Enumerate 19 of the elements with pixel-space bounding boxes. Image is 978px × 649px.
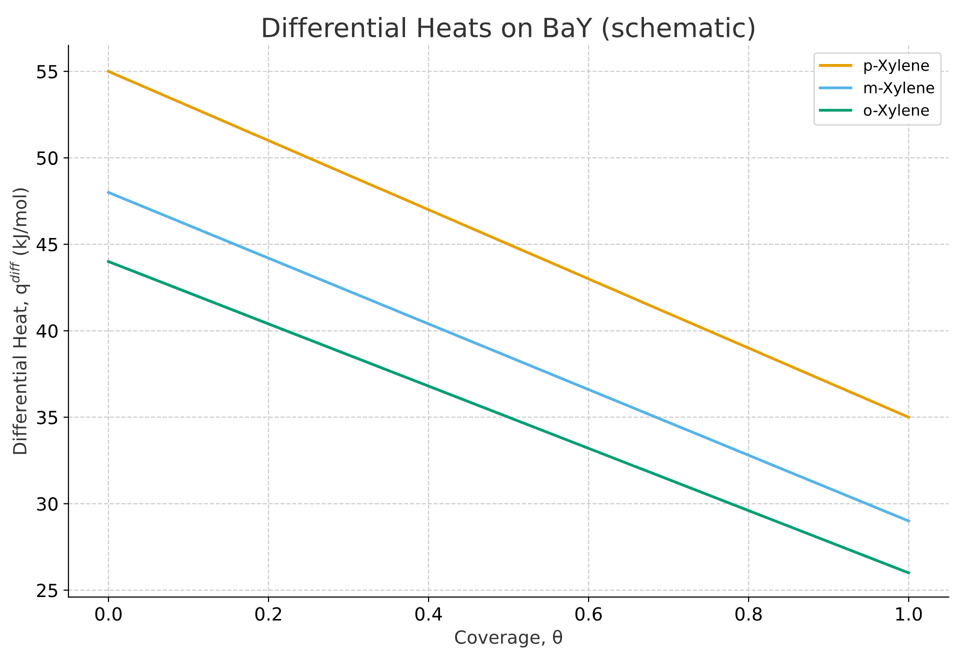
legend-label: o-Xylene (864, 104, 929, 119)
x-tick-label: 0.0 (95, 607, 122, 621)
x-tick-label: 0.4 (415, 607, 442, 621)
y-tick-label: 25 (37, 584, 58, 598)
y-tick-label: 50 (37, 151, 58, 165)
y-tick-label: 30 (37, 497, 58, 511)
y-tick-label: 55 (37, 65, 58, 78)
x-tick-label: 0.6 (575, 607, 602, 621)
x-tick-label: 0.2 (255, 607, 282, 621)
chart-title: Differential Heats on BaY (schematic) (263, 17, 754, 41)
x-tick-label: 0.8 (735, 607, 762, 621)
y-tick-label: 40 (36, 324, 58, 338)
legend-label: m-Xylene (864, 82, 934, 96)
x-tick-label: 1.0 (896, 607, 922, 621)
y-tick-label: 35 (37, 410, 58, 424)
x-axis-title: Coverage, θ (455, 630, 562, 648)
legend-label: p-Xylene (864, 59, 929, 74)
y-tick-label: 45 (36, 238, 58, 252)
y-axis-title: Differential Heat, q$^{diff}$ (kJ/mol) (10, 188, 30, 454)
